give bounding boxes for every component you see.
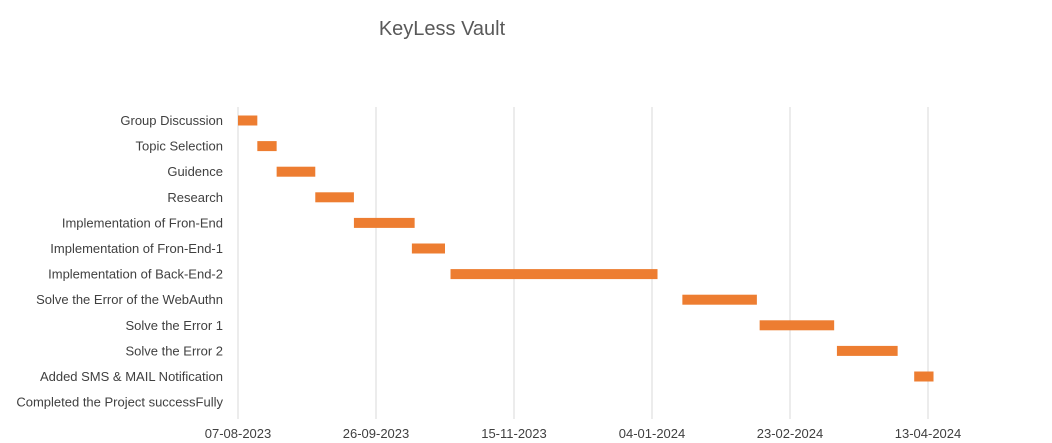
task-bar (914, 371, 934, 382)
category-label: Topic Selection (136, 139, 223, 154)
x-tick-label: 26-09-2023 (343, 426, 410, 441)
x-tick-label: 04-01-2024 (619, 426, 686, 441)
task-bar (315, 192, 354, 203)
task-bar (759, 320, 835, 331)
x-tick-labels: 07-08-2023 26-09-2023 15-11-2023 04-01-2024… (205, 426, 962, 441)
category-label: Guidence (167, 164, 223, 179)
x-tick-label: 23-02-2024 (757, 426, 824, 441)
task-bars (238, 115, 934, 382)
task-bar (411, 243, 445, 254)
x-tick-label: 15-11-2023 (481, 426, 547, 441)
category-label: Implementation of Fron-End-1 (50, 241, 223, 256)
category-label: Implementation of Fron-End (62, 215, 223, 230)
x-tick-label: 13-04-2024 (895, 426, 962, 441)
chart-title: KeyLess Vault (379, 18, 506, 40)
category-label: Solve the Error of the WebAuthn (36, 292, 223, 307)
task-bar (238, 115, 258, 126)
task-bar (450, 269, 658, 280)
category-label: Group Discussion (120, 113, 223, 128)
category-label: Solve the Error 1 (125, 318, 223, 333)
task-bar (257, 141, 277, 152)
x-tick-label: 07-08-2023 (205, 426, 272, 441)
category-label: Implementation of Back-End-2 (48, 267, 223, 282)
task-bar (276, 166, 316, 177)
category-label: Research (167, 190, 223, 205)
category-labels: Group Discussion Topic Selection Guidence R… (16, 113, 223, 410)
category-label: Solve the Error 2 (125, 343, 223, 358)
grid-lines (237, 107, 929, 419)
task-bar (353, 217, 415, 228)
category-label: Added SMS & MAIL Notification (40, 369, 223, 384)
category-label: Completed the Project successFully (16, 395, 223, 410)
task-bar (682, 294, 757, 305)
task-bar (836, 345, 898, 356)
